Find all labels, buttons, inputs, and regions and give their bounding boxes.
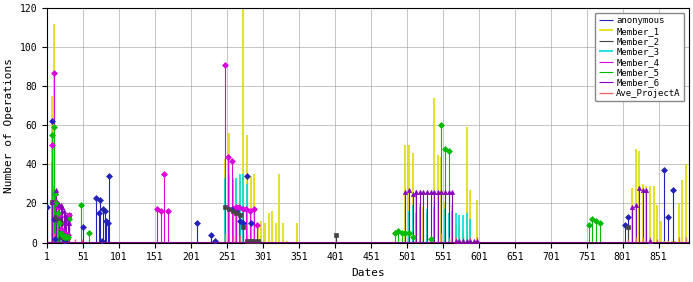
Member_3 [48, 241, 56, 244]
Member_2 [48, 241, 56, 244]
Member_3 [48, 161, 56, 164]
Y-axis label: Number of Operations: Number of Operations [4, 58, 14, 193]
X-axis label: Dates: Dates [351, 268, 385, 278]
Ave_ProjectA [43, 241, 51, 244]
Legend: anonymous, Member_1, Member_2, Member_3, Member_4, Member_5, Member_6, Ave_Proje: anonymous, Member_1, Member_2, Member_3,… [595, 13, 684, 102]
Member_5 [48, 133, 56, 137]
anonymous [43, 206, 51, 209]
Member_2 [48, 200, 56, 203]
Member_5 [48, 241, 56, 244]
Ave_ProjectA [43, 239, 51, 242]
Member_1 [48, 241, 56, 244]
anonymous [43, 241, 51, 244]
Member_4 [48, 143, 56, 147]
Member_6 [48, 200, 56, 203]
Member_1 [48, 94, 56, 98]
Member_6 [48, 241, 56, 244]
Member_4 [48, 241, 56, 244]
